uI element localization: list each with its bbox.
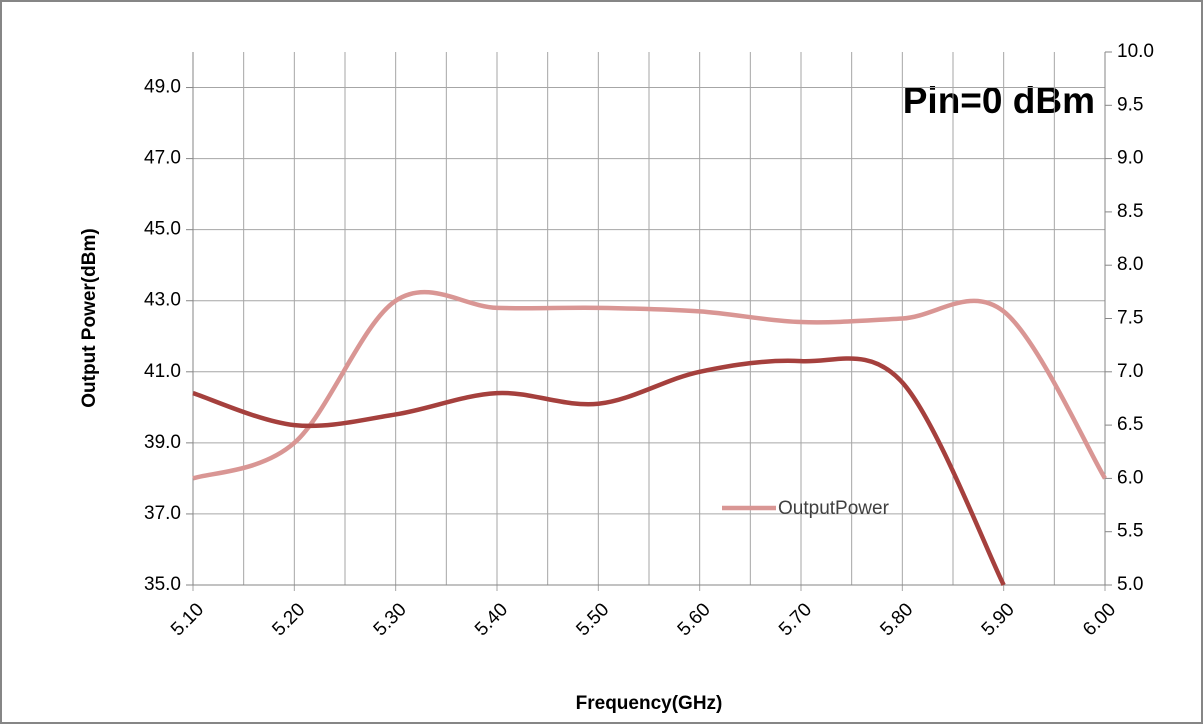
x-axis-title: Frequency(GHz): [576, 693, 723, 714]
y-tick-label: 49.0: [144, 77, 181, 98]
line-series: [192, 356, 1006, 587]
line-series: [192, 289, 1107, 481]
legend-label: OutputPower: [778, 498, 889, 519]
y2-tick-label: 7.0: [1117, 361, 1143, 382]
y2-tick-label: 5.5: [1117, 521, 1143, 542]
y2-tick-label: 6.5: [1117, 414, 1143, 435]
y2-tick-label: 9.0: [1117, 148, 1143, 169]
y2-tick-label: 8.5: [1117, 201, 1143, 222]
y2-tick-label: 5.0: [1117, 574, 1143, 595]
legend-box: OutputPower: [778, 498, 889, 519]
annotation: Pin=0 dBm: [903, 80, 1095, 121]
y2-tick-label: 10.0: [1117, 41, 1154, 62]
y-tick-label: 39.0: [144, 432, 181, 453]
y-tick-label: 43.0: [144, 290, 181, 311]
y-axis-title: Output Power(dBm): [79, 228, 100, 407]
y-tick-label: 35.0: [144, 574, 181, 595]
y2-tick-label: 6.0: [1117, 467, 1143, 488]
y-tick-label: 47.0: [144, 148, 181, 169]
y-tick-label: 41.0: [144, 361, 181, 382]
y2-tick-label: 7.5: [1117, 308, 1143, 329]
y2-tick-label: 8.0: [1117, 254, 1143, 275]
y2-tick-label: 9.5: [1117, 94, 1143, 115]
y-tick-label: 37.0: [144, 503, 181, 524]
y-tick-label: 45.0: [144, 219, 181, 240]
